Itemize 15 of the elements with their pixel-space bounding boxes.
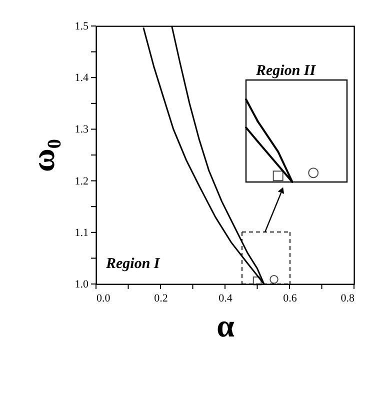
x-tick-label: 0.6 (283, 292, 298, 304)
y-tick-label: 1.4 (74, 72, 89, 84)
y-tick-label: 1.1 (74, 226, 88, 239)
y-tick-label: 1.0 (74, 278, 89, 290)
x-axis-title: α (216, 308, 235, 344)
x-tick-label: 0.2 (154, 292, 168, 304)
annotation: Region I (105, 256, 161, 272)
y-tick-label: 1.5 (74, 20, 89, 32)
x-tick-label: 0.0 (96, 292, 111, 304)
y-tick-label: 1.3 (74, 124, 89, 136)
x-tick-label: 0.8 (340, 292, 355, 304)
x-tick-label: 0.4 (218, 292, 233, 304)
y-tick-label: 1.2 (74, 175, 88, 188)
annotation: Region II (255, 63, 317, 79)
y-axis-title: ω₀ (24, 139, 61, 172)
